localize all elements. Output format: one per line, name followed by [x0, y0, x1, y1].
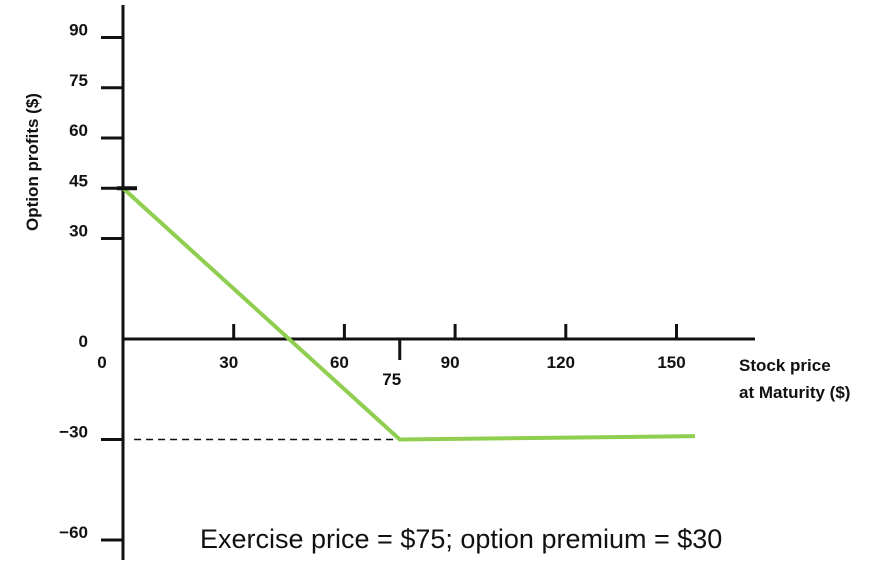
y-tick-label-75: 75	[69, 71, 88, 90]
y-tick-label--60: −60	[59, 523, 88, 542]
x-axis-label-line1: Stock price	[739, 356, 831, 375]
y-tick-label-90: 90	[69, 21, 88, 40]
x-ticks: 30 60 90 120 150 0 75	[97, 324, 686, 389]
y-tick-label-30: 30	[69, 222, 88, 241]
x-tick-label-exercise: 75	[382, 370, 401, 389]
y-axis-label: Option profits ($)	[23, 93, 42, 231]
y-tick-label-0: 0	[79, 332, 88, 351]
x-tick-label-30: 30	[219, 353, 238, 372]
x-axis-label-line2: at Maturity ($)	[739, 383, 850, 402]
x-tick-label-90: 90	[441, 353, 460, 372]
y-tick-label-45: 45	[69, 171, 88, 190]
payoff-line	[121, 186, 695, 442]
x-tick-label-60: 60	[330, 353, 349, 372]
y-tick-label--30: −30	[59, 423, 88, 442]
x-origin-label: 0	[97, 353, 106, 372]
x-tick-label-120: 120	[547, 353, 575, 372]
x-tick-label-150: 150	[657, 353, 685, 372]
y-ticks: 90 75 60 45 30 0 −30 −60	[59, 21, 123, 542]
caption: Exercise price = $75; option premium = $…	[200, 524, 722, 554]
y-tick-label-60: 60	[69, 121, 88, 140]
